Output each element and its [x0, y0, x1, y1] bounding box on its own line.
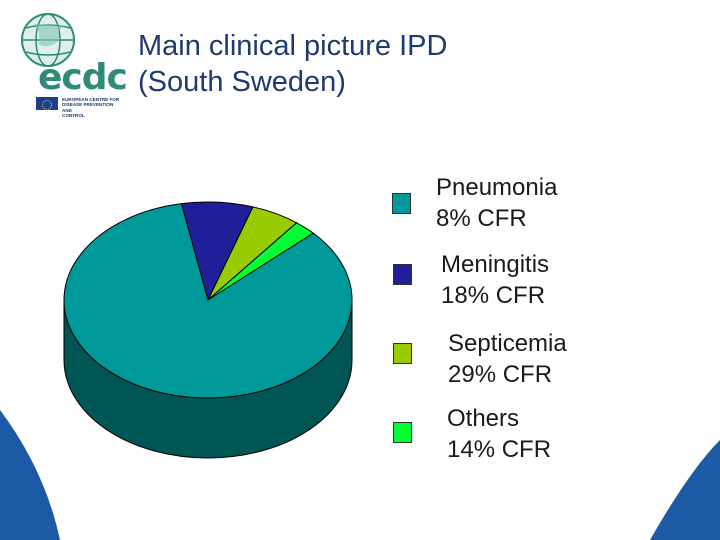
corner-wave-left [0, 410, 60, 540]
title-line-1: Main clinical picture IPD [138, 30, 448, 62]
legend-cfr-note: 14% CFR [447, 436, 552, 463]
title-line-2: (South Sweden) [138, 66, 346, 98]
legend-swatch [393, 264, 412, 285]
slide-title: Main clinical picture IPD (South Sweden) [138, 28, 447, 100]
legend-swatch [392, 193, 411, 214]
corner-wave-right [650, 440, 720, 540]
legend-label: Meningitis 18% CFR [441, 249, 549, 311]
logo-wordmark: ecdc [38, 57, 128, 98]
legend-series-name: Pneumonia [436, 174, 558, 201]
legend-label: Others 14% CFR [447, 403, 551, 465]
globe-icon [21, 13, 75, 113]
legend-series-name: Meningitis [441, 251, 550, 278]
legend-label: Septicemia 29% CFR [448, 328, 567, 390]
logo-subtitle: EUROPEAN CENTRE FOR DISEASE PREVENTION A… [62, 97, 120, 119]
legend-cfr-note: 18% CFR [441, 282, 546, 309]
ecdc-logo: ecdc EUROPEAN CENTRE FOR DISEASE PREVENT… [8, 10, 128, 118]
legend-cfr-note: 8% CFR [436, 205, 527, 232]
legend-series-name: Others [447, 405, 520, 432]
legend-cfr-note: 29% CFR [448, 361, 553, 388]
eu-flag-icon [36, 97, 58, 113]
legend-series-name: Septicemia [448, 330, 567, 357]
legend-swatch [393, 343, 412, 364]
legend-label: Pneumonia 8% CFR [436, 172, 557, 234]
pie-slice-pneumonia [63, 203, 353, 399]
legend-swatch [393, 422, 412, 443]
